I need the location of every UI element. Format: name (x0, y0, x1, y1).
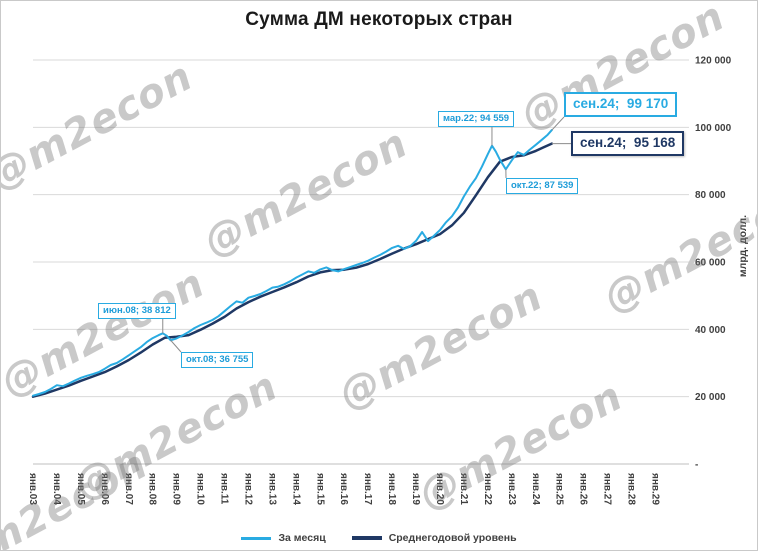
x-tick-label: янв.07 (123, 473, 134, 505)
annotation-callout-3: мар.22; 94 559 (438, 111, 515, 127)
x-tick-label: янв.08 (147, 473, 158, 505)
legend-item-average: Среднегодовой уровень (351, 532, 517, 544)
x-tick-label: янв.18 (386, 473, 397, 505)
x-tick-label: янв.26 (578, 473, 589, 505)
series-line-monthly (32, 129, 553, 397)
x-tick-label: янв.16 (338, 473, 349, 505)
x-tick-label: янв.03 (27, 473, 38, 505)
x-tick-label: янв.24 (530, 473, 541, 505)
y-tick-label: - (695, 460, 698, 471)
y-tick-label: 100 000 (695, 123, 732, 134)
legend-line-average-swatch (351, 536, 382, 540)
x-tick-label: янв.12 (242, 473, 253, 505)
x-tick-label: янв.17 (362, 473, 373, 505)
annotation-callout-2: окт.08; 36 755 (181, 352, 254, 368)
x-tick-label: янв.22 (482, 473, 493, 505)
series-line-average (31, 142, 554, 398)
x-tick-label: янв.28 (626, 473, 637, 505)
annotation-callout-6: сен.24; 95 168 (571, 131, 685, 156)
annotation-callout-5: сен.24; 99 170 (564, 92, 678, 117)
x-tick-label: янв.13 (266, 473, 277, 505)
annotation-leader (170, 339, 182, 353)
y-tick-label: 40 000 (695, 325, 726, 336)
x-tick-label: янв.19 (410, 473, 421, 505)
y-tick-label: 120 000 (695, 56, 732, 67)
annotation-leader (551, 116, 565, 131)
legend-item-monthly: За месяц (241, 532, 326, 544)
x-tick-label: янв.23 (506, 473, 517, 505)
annotation-callout-4: окт.22; 87 539 (506, 178, 579, 194)
x-tick-label: янв.15 (314, 473, 325, 505)
x-tick-label: янв.05 (75, 473, 86, 505)
y-tick-label: 60 000 (695, 258, 726, 269)
x-tick-label: янв.14 (290, 473, 301, 505)
x-tick-label: янв.11 (219, 473, 230, 505)
y-tick-label: 80 000 (695, 190, 726, 201)
x-tick-label: янв.27 (602, 473, 613, 505)
legend-line-monthly-swatch (241, 536, 272, 540)
x-tick-label: янв.04 (51, 473, 62, 505)
legend-label-monthly: За месяц (278, 532, 326, 544)
x-tick-label: янв.20 (434, 473, 445, 505)
x-tick-label: янв.21 (458, 473, 469, 505)
x-tick-label: янв.09 (171, 473, 182, 505)
x-tick-label: янв.10 (195, 473, 206, 505)
x-tick-label: янв.25 (554, 473, 565, 505)
annotation-callout-1: июн.08; 38 812 (98, 303, 176, 319)
chart-title: Сумма ДМ некоторых стран (245, 9, 513, 30)
legend-label-average: Среднегодовой уровень (388, 532, 517, 544)
x-tick-label: янв.29 (649, 473, 660, 505)
x-tick-label: янв.06 (99, 473, 110, 505)
y-tick-label: 20 000 (695, 392, 726, 403)
legend: За месяц Среднегодовой уровень (1, 532, 757, 544)
